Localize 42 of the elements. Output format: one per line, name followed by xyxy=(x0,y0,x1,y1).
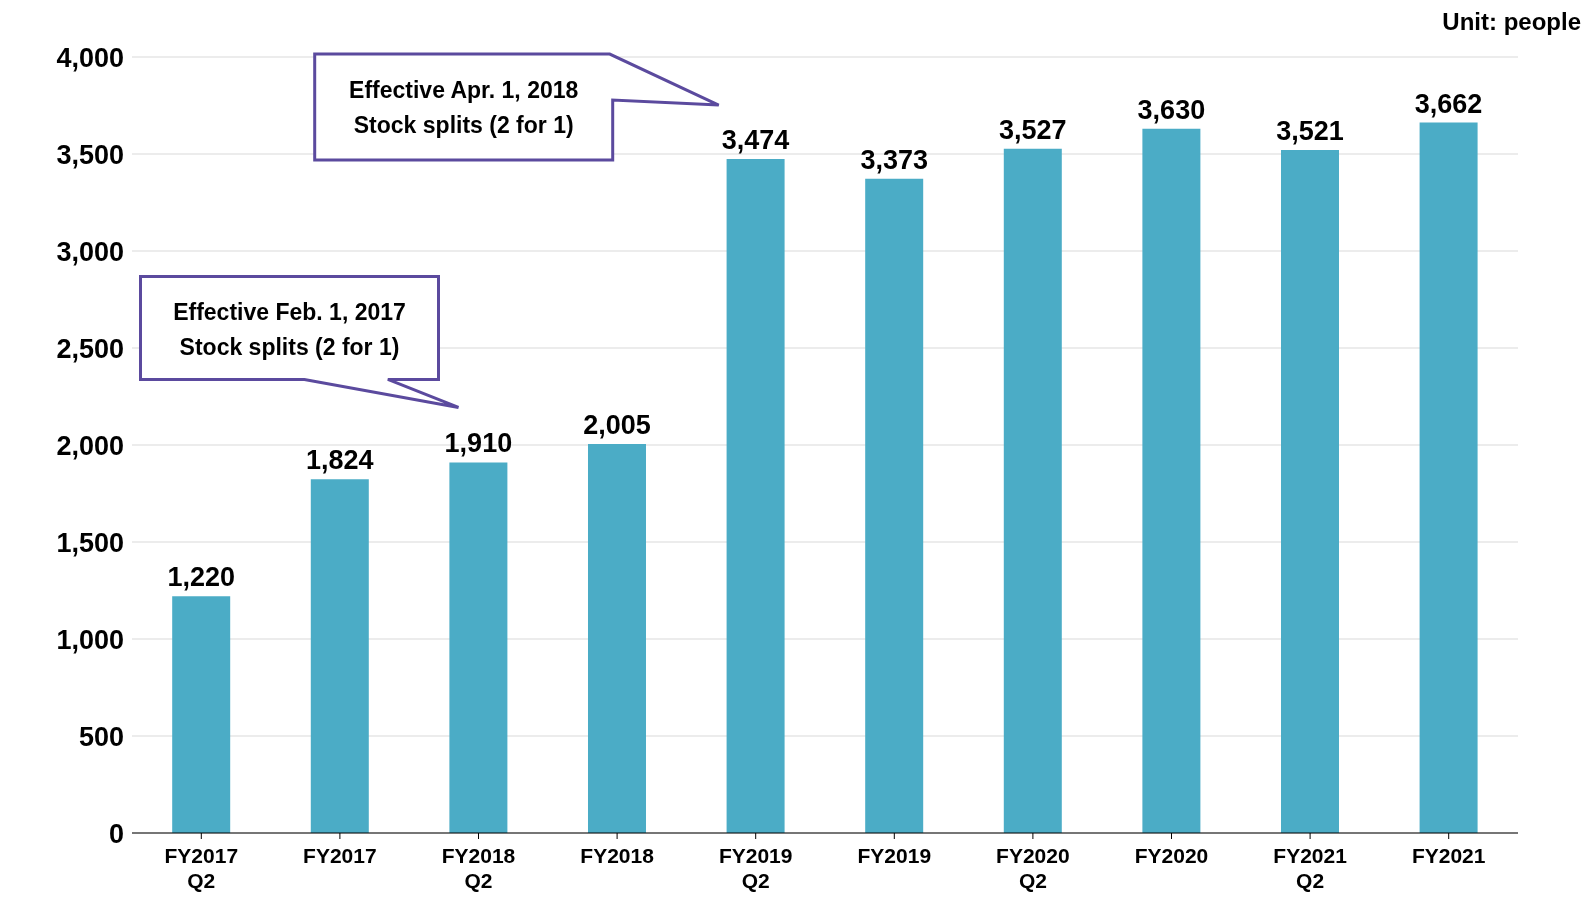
bar xyxy=(172,596,231,833)
data-label: 3,521 xyxy=(1276,115,1344,146)
data-label: 2,005 xyxy=(583,410,651,441)
annotation: Effective Feb. 1, 2017 Stock splits (2 for 1) xyxy=(173,299,406,361)
data-label: 3,527 xyxy=(999,114,1067,145)
data-label: 1,220 xyxy=(167,562,235,593)
text: Unit: people xyxy=(1442,8,1581,36)
x-tick-label: FY2020 xyxy=(1134,844,1209,867)
bar xyxy=(587,444,646,833)
x-tick-label: FY2020 Q2 xyxy=(996,844,1070,892)
y-tick-label: 4,000 xyxy=(56,42,124,73)
bar xyxy=(310,479,369,833)
y-tick-label: 500 xyxy=(78,721,124,752)
bar xyxy=(1280,149,1339,833)
y-tick-label: 2,000 xyxy=(56,430,124,461)
x-tick-label: FY2021 xyxy=(1411,844,1486,867)
x-tick-label: FY2019 xyxy=(857,844,932,867)
x-tick-label: FY2018 Q2 xyxy=(441,844,516,892)
x-tick-label: FY2017 Q2 xyxy=(164,844,239,892)
data-label: 3,662 xyxy=(1414,88,1483,119)
x-tick-label: FY2021 Q2 xyxy=(1273,844,1348,892)
y-tick-label: 1,000 xyxy=(56,624,124,655)
bar xyxy=(1419,122,1478,833)
x-tick-label: FY2019 Q2 xyxy=(718,844,793,892)
data-label: 3,373 xyxy=(860,144,928,175)
bar xyxy=(449,462,508,833)
bar xyxy=(1142,128,1201,833)
data-label: 3,630 xyxy=(1137,94,1206,125)
x-tick-label: FY2018 xyxy=(580,844,655,867)
bar xyxy=(865,178,924,833)
y-tick-label: 3,000 xyxy=(56,236,124,267)
bar xyxy=(726,159,785,833)
x-tick-label: FY2017 xyxy=(303,844,377,867)
data-label: 1,910 xyxy=(444,428,513,459)
data-label: 3,474 xyxy=(721,125,790,156)
annotation: Effective Apr. 1, 2018 Stock splits (2 for 1) xyxy=(349,77,579,139)
y-tick-label: 0 xyxy=(108,818,124,849)
y-tick-label: 2,500 xyxy=(56,333,124,364)
y-tick-label: 3,500 xyxy=(56,139,124,170)
y-tick-label: 1,500 xyxy=(56,527,124,558)
bar xyxy=(1003,148,1062,833)
data-label: 1,824 xyxy=(306,445,374,476)
